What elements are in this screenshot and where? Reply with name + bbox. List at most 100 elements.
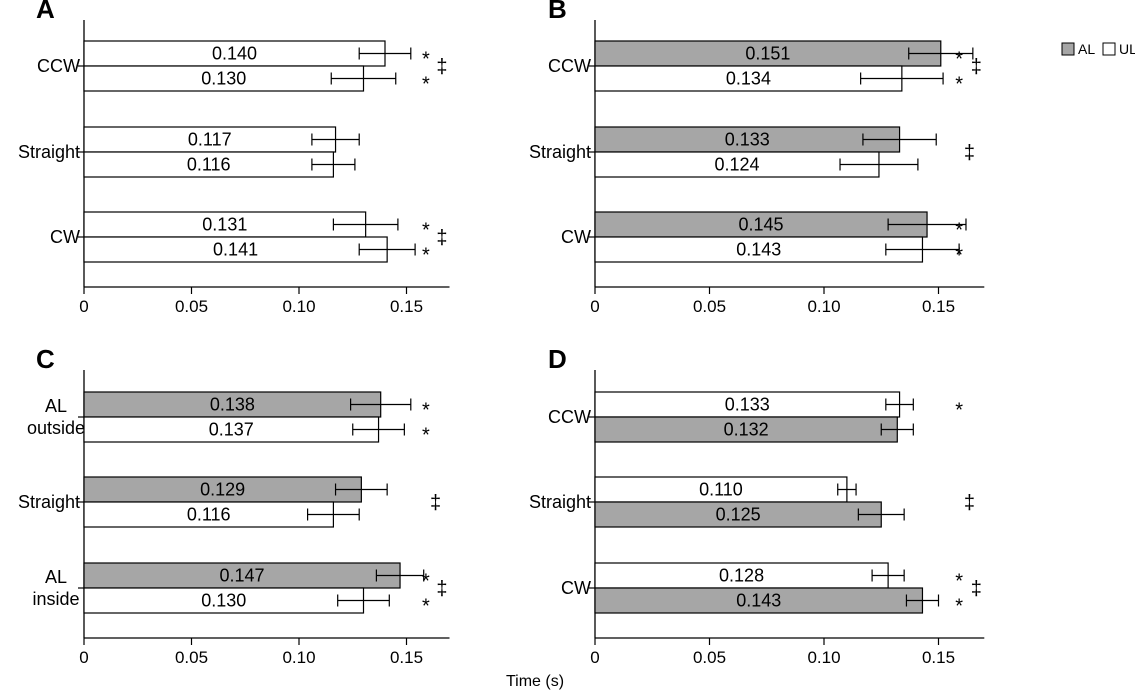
panel-letter: C <box>36 344 55 374</box>
significance-dagger: ‡ <box>964 142 975 164</box>
category-label: Straight <box>18 492 80 512</box>
x-tick-label: 0.10 <box>282 297 315 316</box>
x-tick-label: 0.10 <box>807 648 840 667</box>
bar <box>594 65 903 92</box>
bar <box>83 211 367 238</box>
bar <box>594 562 889 589</box>
category-label: CW <box>561 578 591 598</box>
category-label: CW <box>561 227 591 247</box>
x-tick-label: 0.05 <box>175 297 208 316</box>
bar-value-label: 0.132 <box>724 420 769 440</box>
bar <box>83 587 365 614</box>
significance-dagger: ‡ <box>964 492 975 514</box>
bar-value-label: 0.117 <box>188 130 232 150</box>
legend-item: AL <box>1061 41 1095 57</box>
legend: AL UL <box>1061 41 1135 57</box>
category-label: Straight <box>18 142 80 162</box>
category-label: Straight <box>529 492 591 512</box>
category-label: AL outside <box>27 396 85 438</box>
x-axis-title: Time (s) <box>506 673 564 690</box>
bar <box>594 416 898 443</box>
bar <box>594 236 924 263</box>
bar <box>83 236 388 263</box>
significance-dagger: ‡ <box>971 56 982 78</box>
x-tick-label: 0 <box>79 648 88 667</box>
significance-star: * <box>422 220 430 242</box>
significance-star: * <box>422 49 430 71</box>
category-label: CCW <box>548 56 591 76</box>
significance-star: * <box>955 49 963 71</box>
category-label: CCW <box>37 56 80 76</box>
significance-dagger: ‡ <box>971 578 982 600</box>
legend-swatch <box>1061 42 1075 56</box>
significance-star: * <box>422 571 430 593</box>
bar <box>594 391 901 418</box>
bar <box>83 65 365 92</box>
significance-star: * <box>955 596 963 618</box>
category-label: CCW <box>548 407 591 427</box>
category-label: Straight <box>529 142 591 162</box>
x-tick-label: 0.15 <box>922 648 955 667</box>
x-tick-label: 0.05 <box>693 648 726 667</box>
bar-value-label: 0.130 <box>201 69 246 89</box>
significance-star: * <box>422 245 430 267</box>
bar-value-label: 0.134 <box>726 69 771 89</box>
bar-value-label: 0.138 <box>210 395 255 415</box>
significance-dagger: ‡ <box>430 492 441 514</box>
significance-star: * <box>422 596 430 618</box>
panel-letter: D <box>548 344 567 374</box>
bar-value-label: 0.124 <box>714 155 759 175</box>
bar-value-label: 0.143 <box>736 591 781 611</box>
bar-value-label: 0.145 <box>739 215 784 235</box>
bar-value-label: 0.143 <box>736 240 781 260</box>
panel-b: B 0 0.05 0.10 0.15 CCW 0.151 * 0.134 * ‡ Straight 0.… <box>529 0 985 316</box>
significance-star: * <box>422 400 430 422</box>
bar <box>594 587 924 614</box>
bar-value-label: 0.141 <box>213 240 258 260</box>
legend-label: UL <box>1119 41 1135 57</box>
significance-star: * <box>422 425 430 447</box>
x-tick-label: 0.05 <box>693 297 726 316</box>
bar-value-label: 0.147 <box>220 566 265 586</box>
bar-value-label: 0.128 <box>719 566 764 586</box>
significance-star: * <box>955 220 963 242</box>
panel-d: D 0 0.05 0.10 0.15 CCW 0.133 * 0.132 Straight 0.11… <box>529 344 985 667</box>
bar-value-label: 0.151 <box>745 44 790 64</box>
panel-letter: B <box>548 0 567 24</box>
bar-value-label: 0.125 <box>716 505 761 525</box>
bar-value-label: 0.140 <box>212 44 257 64</box>
bar <box>594 501 882 528</box>
x-tick-label: 0 <box>79 297 88 316</box>
bar-value-label: 0.133 <box>725 130 770 150</box>
bar <box>83 416 380 443</box>
bar-value-label: 0.129 <box>200 480 245 500</box>
bar <box>83 391 382 418</box>
category-label: CW <box>50 227 80 247</box>
significance-dagger: ‡ <box>436 578 447 600</box>
x-tick-label: 0.10 <box>282 648 315 667</box>
significance-star: * <box>955 74 963 96</box>
significance-star: * <box>955 400 963 422</box>
significance-star: * <box>955 245 963 267</box>
legend-item: UL <box>1102 41 1135 57</box>
x-tick-label: 0.15 <box>390 648 423 667</box>
significance-star: * <box>422 74 430 96</box>
panel-a: A 0 0.05 0.10 0.15 CCW 0.140 * 0.130 * ‡ Straight 0.… <box>18 0 450 316</box>
category-label: AL inside <box>32 567 79 609</box>
category-label-line: outside <box>27 418 85 438</box>
significance-dagger: ‡ <box>436 227 447 249</box>
legend-swatch <box>1102 42 1116 56</box>
category-label-line: AL <box>45 567 67 587</box>
bar-value-label: 0.110 <box>699 480 743 500</box>
x-tick-label: 0.10 <box>807 297 840 316</box>
x-tick-label: 0 <box>590 297 599 316</box>
bar-value-label: 0.133 <box>725 395 770 415</box>
bar-value-label: 0.131 <box>202 215 247 235</box>
legend-label: AL <box>1078 41 1095 57</box>
significance-dagger: ‡ <box>436 56 447 78</box>
category-label-line: inside <box>32 589 79 609</box>
bar <box>83 501 334 528</box>
significance-star: * <box>955 571 963 593</box>
